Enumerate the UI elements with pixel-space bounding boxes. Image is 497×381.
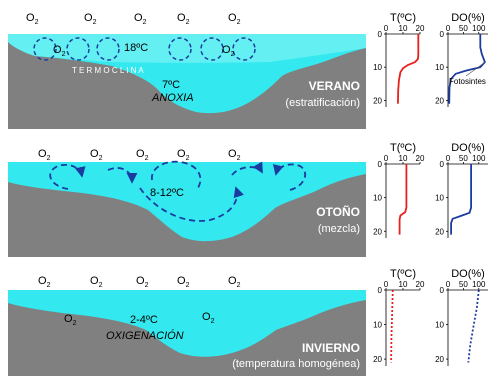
chart-title: T(ºC) bbox=[390, 142, 416, 154]
epilimnion-water bbox=[8, 34, 366, 63]
y-tick-label: 10 bbox=[373, 194, 382, 203]
mixing-temperature: 8-12ºC bbox=[150, 187, 184, 199]
x-tick-label: 20 bbox=[416, 24, 425, 33]
y-tick-label: 20 bbox=[435, 227, 444, 236]
x-tick-label: 0 bbox=[384, 154, 389, 163]
x-tick-label: 0 bbox=[384, 280, 389, 289]
x-tick-label: 0 bbox=[446, 154, 451, 163]
oxygen-label: O2 bbox=[38, 275, 51, 289]
chart-title: DO(%) bbox=[451, 268, 485, 280]
y-tick-label: 10 bbox=[435, 63, 444, 72]
x-tick-label: 10 bbox=[399, 280, 408, 289]
season-subtitle: (estratificación) bbox=[285, 97, 360, 109]
y-tick-label: 10 bbox=[373, 321, 382, 330]
y-tick-label: 0 bbox=[440, 160, 445, 169]
y-tick-label: 20 bbox=[373, 355, 382, 364]
oxygen-label: O2 bbox=[228, 12, 241, 26]
oxygen-inner-label: O2 bbox=[222, 44, 235, 58]
winter-temperature: 2-4ºC bbox=[130, 314, 158, 326]
chart-title: T(ºC) bbox=[390, 12, 416, 24]
thermocline-label: T E R M O C L I N A bbox=[72, 66, 144, 75]
anoxia-label: ANOXIA bbox=[151, 92, 194, 104]
chart-title: T(ºC) bbox=[390, 268, 416, 280]
profile-line bbox=[397, 34, 420, 104]
season-title: VERANO bbox=[309, 79, 360, 93]
y-tick-label: 20 bbox=[373, 96, 382, 105]
season-title: OTOÑO bbox=[316, 204, 360, 219]
y-tick-label: 10 bbox=[435, 194, 444, 203]
y-tick-label: 10 bbox=[435, 321, 444, 330]
profile-line bbox=[450, 164, 473, 235]
x-tick-label: 50 bbox=[459, 280, 468, 289]
oxygen-label: O2 bbox=[90, 148, 103, 162]
oxygen-label: O2 bbox=[177, 12, 190, 26]
profile-line bbox=[467, 289, 480, 363]
y-tick-label: 0 bbox=[440, 30, 445, 39]
chart-title: DO(%) bbox=[451, 142, 485, 154]
oxygen-label: O2 bbox=[177, 148, 190, 162]
y-tick-label: 0 bbox=[378, 160, 383, 169]
panel-winter: O2 O2 O2 O2 O2 O2 O2 2-4ºC OXIGENACIÓN I… bbox=[8, 275, 366, 376]
oxygen-label: O2 bbox=[90, 275, 103, 289]
x-tick-label: 50 bbox=[459, 24, 468, 33]
x-tick-label: 100 bbox=[472, 24, 486, 33]
y-tick-label: 10 bbox=[373, 63, 382, 72]
y-tick-label: 0 bbox=[378, 286, 383, 295]
x-tick-label: 20 bbox=[416, 154, 425, 163]
photosynthesis-annotation: Fotosintes bbox=[449, 77, 486, 86]
oxygen-label: O2 bbox=[228, 148, 241, 162]
oxygen-label: O2 bbox=[38, 148, 51, 162]
y-tick-label: 20 bbox=[435, 96, 444, 105]
panel-summer: O2 O2 O2 O2 O2 O2 O2 18ºC T E R M O C L … bbox=[8, 12, 366, 129]
y-tick-label: 0 bbox=[378, 30, 383, 39]
mixing-circulation bbox=[49, 160, 307, 222]
oxygen-label: O2 bbox=[84, 12, 97, 26]
epilimnion-temperature: 18ºC bbox=[124, 42, 148, 54]
lake-water bbox=[8, 290, 366, 357]
y-tick-label: 0 bbox=[440, 286, 445, 295]
x-tick-label: 100 bbox=[472, 154, 486, 163]
oxygen-inner-label: O2 bbox=[64, 313, 77, 327]
y-tick-label: 20 bbox=[435, 355, 444, 364]
annotation-pointer bbox=[465, 61, 486, 77]
surface-circulation bbox=[33, 37, 256, 61]
oxygen-label: O2 bbox=[26, 12, 39, 26]
season-subtitle: (temperatura homogénea) bbox=[232, 358, 360, 370]
x-tick-label: 0 bbox=[384, 24, 389, 33]
chart-title: DO(%) bbox=[451, 12, 485, 24]
hypolimnion-temperature: 7ºC bbox=[162, 79, 180, 91]
oxygen-label: O2 bbox=[228, 275, 241, 289]
oxygenation-label: OXIGENACIÓN bbox=[106, 329, 184, 342]
x-tick-label: 0 bbox=[446, 280, 451, 289]
profile-line bbox=[398, 164, 408, 235]
x-tick-label: 20 bbox=[416, 280, 425, 289]
season-subtitle: (mezcla) bbox=[318, 223, 360, 235]
x-tick-label: 10 bbox=[399, 24, 408, 33]
x-tick-label: 100 bbox=[472, 280, 486, 289]
oxygen-label: O2 bbox=[136, 275, 149, 289]
oxygen-label: O2 bbox=[136, 148, 149, 162]
x-tick-label: 10 bbox=[399, 154, 408, 163]
oxygen-label: O2 bbox=[134, 12, 147, 26]
oxygen-label: O2 bbox=[177, 275, 190, 289]
x-tick-label: 0 bbox=[446, 24, 451, 33]
lake-water bbox=[8, 162, 366, 242]
y-tick-label: 20 bbox=[373, 227, 382, 236]
profile-line bbox=[448, 34, 486, 104]
panel-autumn: O2 O2 O2 O2 O2 8-12ºC OTOÑO (mezcla) bbox=[8, 148, 366, 257]
season-title: INVIERNO bbox=[302, 341, 360, 355]
x-tick-label: 50 bbox=[459, 154, 468, 163]
oxygen-inner-label: O2 bbox=[53, 44, 66, 58]
profile-line bbox=[390, 289, 394, 363]
oxygen-inner-label: O2 bbox=[202, 311, 215, 325]
